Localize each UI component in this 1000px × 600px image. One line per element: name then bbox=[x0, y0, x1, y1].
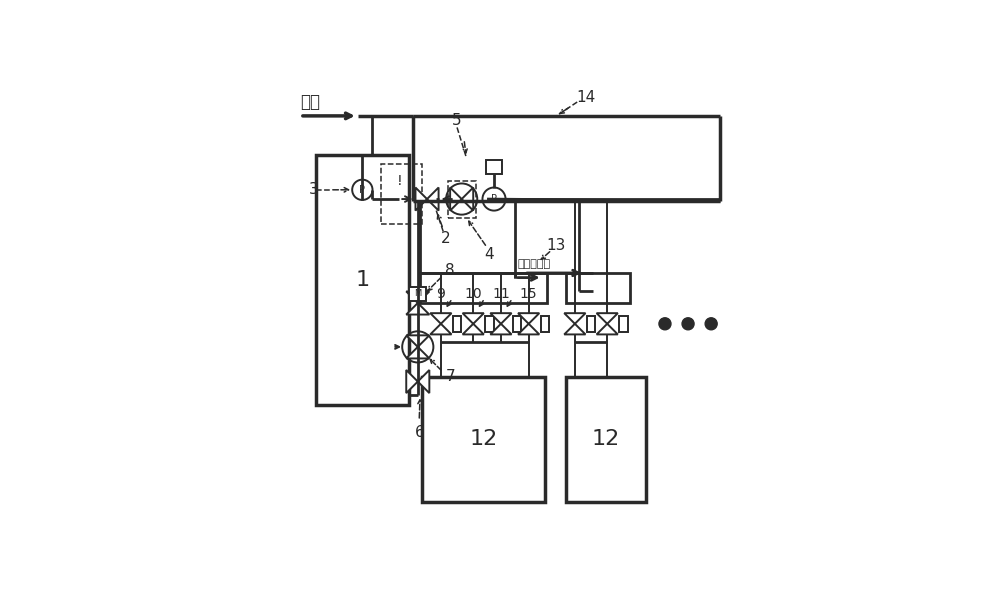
Polygon shape bbox=[564, 324, 585, 334]
Polygon shape bbox=[406, 292, 429, 303]
Text: 氮气: 氮气 bbox=[300, 93, 320, 111]
Bar bbox=[587, 316, 595, 332]
Text: 去氮气放空: 去氮气放空 bbox=[517, 259, 550, 269]
Text: P: P bbox=[491, 194, 497, 204]
Circle shape bbox=[682, 318, 694, 330]
Text: 9: 9 bbox=[436, 287, 445, 301]
Bar bbox=[513, 316, 521, 332]
Polygon shape bbox=[406, 370, 418, 393]
Bar bbox=[409, 287, 426, 301]
Bar bbox=[485, 316, 494, 332]
Polygon shape bbox=[462, 187, 473, 211]
Text: 11: 11 bbox=[492, 287, 510, 301]
Polygon shape bbox=[418, 370, 429, 393]
Polygon shape bbox=[490, 313, 512, 324]
Bar bbox=[453, 316, 461, 332]
Text: 15: 15 bbox=[520, 287, 537, 301]
Text: 3: 3 bbox=[309, 182, 319, 197]
Text: 2: 2 bbox=[441, 231, 450, 246]
Bar bbox=[566, 377, 646, 502]
Text: 6: 6 bbox=[415, 425, 425, 440]
Bar bbox=[619, 316, 628, 332]
Polygon shape bbox=[406, 303, 429, 314]
Bar bbox=[381, 164, 422, 224]
Polygon shape bbox=[597, 324, 618, 334]
Polygon shape bbox=[597, 313, 618, 324]
Bar bbox=[486, 160, 502, 173]
Polygon shape bbox=[427, 187, 439, 211]
Text: 12: 12 bbox=[592, 429, 620, 449]
Text: 14: 14 bbox=[577, 90, 596, 105]
Bar bbox=[566, 273, 630, 303]
Text: P: P bbox=[359, 185, 365, 195]
Text: 5: 5 bbox=[452, 113, 462, 128]
Text: 13: 13 bbox=[547, 238, 566, 253]
Text: 8: 8 bbox=[445, 263, 455, 278]
Bar bbox=[422, 377, 545, 502]
Polygon shape bbox=[415, 187, 427, 211]
Text: 12: 12 bbox=[470, 429, 498, 449]
Polygon shape bbox=[490, 324, 512, 334]
Polygon shape bbox=[406, 335, 429, 347]
Polygon shape bbox=[406, 347, 429, 358]
Bar bbox=[448, 181, 476, 218]
Polygon shape bbox=[430, 313, 452, 324]
Polygon shape bbox=[463, 313, 484, 324]
Bar bbox=[541, 316, 549, 332]
Polygon shape bbox=[518, 324, 539, 334]
Text: 1: 1 bbox=[355, 270, 369, 290]
Text: !: ! bbox=[396, 173, 402, 188]
Bar bbox=[316, 155, 409, 404]
Bar bbox=[420, 273, 547, 303]
Text: 10: 10 bbox=[464, 287, 482, 301]
Circle shape bbox=[659, 318, 671, 330]
Text: 4: 4 bbox=[485, 247, 494, 262]
Polygon shape bbox=[450, 187, 462, 211]
Text: 7: 7 bbox=[445, 370, 455, 385]
Polygon shape bbox=[463, 324, 484, 334]
Polygon shape bbox=[430, 324, 452, 334]
Polygon shape bbox=[564, 313, 585, 324]
Text: M: M bbox=[414, 289, 421, 298]
Polygon shape bbox=[518, 313, 539, 324]
Circle shape bbox=[705, 318, 717, 330]
